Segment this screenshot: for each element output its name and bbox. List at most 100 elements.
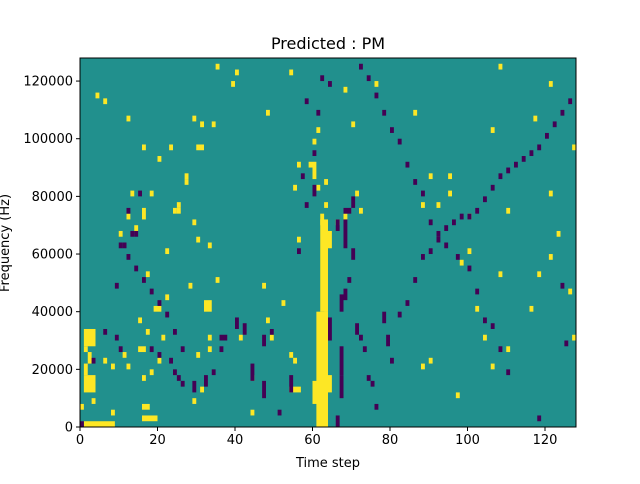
heatmap-cell-low [521, 156, 526, 162]
y-tick-label: 120000 [23, 75, 73, 90]
heatmap-cell-high [506, 346, 511, 353]
heatmap-cell-high [548, 81, 553, 87]
heatmap-cell-high [196, 352, 201, 358]
heatmap-cell-high [448, 173, 452, 180]
heatmap-cell-low [343, 219, 348, 249]
heatmap-cell-high [533, 115, 538, 122]
heatmap-cell-low [552, 121, 557, 128]
heatmap-cell-high [142, 144, 146, 151]
heatmap-cell-low [211, 369, 216, 376]
heatmap-cell-low [467, 265, 472, 272]
heatmap-cell-high [262, 282, 266, 289]
plot-area [79, 57, 577, 428]
heatmap-cell-high [83, 346, 88, 353]
heatmap-cell-high [91, 380, 96, 387]
heatmap-cell-low [390, 357, 394, 364]
heatmap-cell-high [80, 403, 84, 410]
heatmap-cell-low [339, 294, 344, 312]
heatmap-cell-low [359, 63, 363, 70]
heatmap-cell-low [475, 288, 480, 295]
heatmap-cell-low [428, 219, 433, 226]
heatmap-cell-low [304, 98, 309, 105]
heatmap-cell-high [308, 161, 313, 168]
heatmap-cell-high [103, 357, 108, 364]
heatmap-cell-high [83, 363, 88, 376]
heatmap-cell-low [157, 300, 162, 306]
heatmap-cell-high [215, 63, 220, 70]
heatmap-cell-low [413, 179, 418, 185]
heatmap-cell-low [142, 277, 146, 283]
heatmap-cell-high [211, 121, 216, 128]
heatmap-cell-high [467, 248, 472, 255]
heatmap-cell-low [316, 109, 321, 116]
heatmap-cell-low [436, 230, 441, 237]
heatmap-cell-high [126, 115, 131, 122]
heatmap-cell-high [184, 173, 189, 180]
heatmap-cell-high [548, 254, 553, 260]
heatmap-cell-low [122, 242, 127, 249]
heatmap-cell-low [529, 150, 534, 157]
heatmap-cell-high [455, 392, 460, 399]
heatmap-cell-low [176, 375, 181, 381]
heatmap-cell-low [173, 328, 177, 335]
heatmap-cell-high [428, 357, 433, 364]
heatmap-cell-high [428, 173, 433, 180]
heatmap-cell-high [83, 421, 115, 427]
y-tick-label: 40000 [32, 305, 73, 320]
heatmap-cell-high [297, 161, 301, 168]
heatmap-cell-high [142, 375, 146, 381]
heatmap-cell-low [545, 132, 549, 139]
heatmap-cell-high [312, 161, 317, 180]
heatmap-cell-low [250, 363, 255, 381]
heatmap-cell-high [95, 92, 100, 99]
heatmap-cell-low [382, 109, 387, 116]
heatmap-cell-high [200, 121, 204, 128]
heatmap-cell-high [572, 334, 576, 341]
heatmap-cell-high [490, 127, 495, 133]
heatmap-cell-high [126, 363, 131, 370]
x-tick-label: 80 [382, 433, 399, 448]
x-tick-label: 100 [455, 433, 480, 448]
heatmap-cell-low [118, 242, 123, 249]
heatmap-cell-high [281, 300, 286, 306]
heatmap-cell-low [130, 230, 135, 237]
heatmap-cell-low [219, 334, 228, 341]
heatmap-cell-low [537, 144, 542, 151]
heatmap-cell-low [444, 225, 449, 231]
heatmap-cell-low [312, 184, 317, 197]
heatmap-cell-low [312, 150, 317, 157]
heatmap-cell-high [149, 369, 154, 376]
heatmap-cell-high [235, 69, 239, 76]
heatmap-cell-low [506, 369, 511, 376]
heatmap-cell-high [266, 317, 270, 324]
heatmap-cell-high [169, 144, 173, 151]
heatmap-cell-high [498, 271, 503, 278]
heatmap-cell-high [324, 202, 328, 208]
heatmap-cell-high [483, 334, 487, 341]
heatmap-cell-low [114, 282, 119, 289]
heatmap-cell-high [87, 352, 92, 364]
heatmap-cell-high [238, 334, 243, 341]
heatmap-cell-low [149, 288, 154, 295]
heatmap-cell-high [204, 300, 212, 312]
heatmap-cell-high [421, 363, 425, 370]
heatmap-cell-high [355, 190, 359, 197]
heatmap-cell-low [514, 161, 518, 168]
heatmap-cell-low [452, 219, 456, 226]
heatmap-cell-low [328, 317, 332, 341]
x-tick-label: 40 [227, 433, 244, 448]
heatmap-cell-low [103, 328, 108, 335]
heatmap-cell-low [444, 242, 449, 249]
heatmap-cell-high [324, 179, 328, 185]
heatmap-cell-high [413, 109, 418, 116]
heatmap-cell-high [184, 179, 189, 185]
heatmap-cell-low [374, 403, 379, 410]
heatmap-cell-low [169, 357, 173, 364]
x-tick-label: 0 [76, 433, 84, 448]
heatmap-cell-high [316, 127, 321, 133]
heatmap-cell-low [475, 207, 480, 214]
heatmap-cell-low [304, 202, 309, 208]
heatmap-cell-low [219, 346, 224, 353]
heatmap-cell-low [80, 421, 84, 427]
